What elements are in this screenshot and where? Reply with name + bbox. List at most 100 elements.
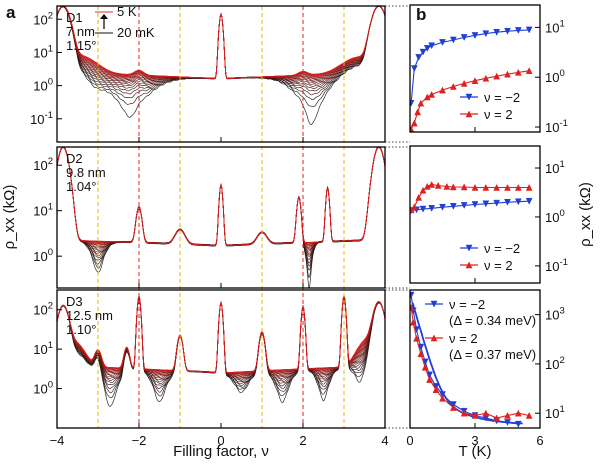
data-point xyxy=(471,183,479,191)
legend-label: ν = 2 xyxy=(449,331,478,346)
y-tick-label-b: 101 xyxy=(545,18,565,35)
legend-label: ν = −2 xyxy=(484,241,520,256)
data-point xyxy=(504,27,511,35)
panel-b-1-series xyxy=(410,180,533,215)
y-tick-label: 100 xyxy=(33,77,53,94)
x-tick-label-a: 0 xyxy=(217,433,224,448)
axes-frames xyxy=(56,4,541,429)
data-point xyxy=(514,183,522,191)
data-point xyxy=(514,27,522,34)
data-point xyxy=(419,186,427,194)
panel-b-2-series xyxy=(410,291,533,428)
legend-label: ν = −2 xyxy=(484,90,520,105)
data-point xyxy=(525,411,533,419)
legend-marker xyxy=(465,110,473,118)
y-tick-label-b: 102 xyxy=(545,355,565,372)
data-point xyxy=(514,198,522,206)
curve-D2-10 xyxy=(57,147,385,250)
frame-b-1 xyxy=(409,145,541,284)
data-point xyxy=(525,197,533,205)
data-point xyxy=(449,36,457,44)
panel-a-D1-curves xyxy=(57,6,385,125)
y-tick-label: 100 xyxy=(33,380,53,397)
frame-b-0 xyxy=(409,4,541,133)
curve-D2-17 xyxy=(57,147,385,246)
data-point xyxy=(471,411,479,419)
data-point xyxy=(426,376,433,383)
panel-a-D2-curves xyxy=(57,147,385,288)
data-point xyxy=(525,183,533,191)
y-tick-label-b: 101 xyxy=(545,404,565,421)
series-line xyxy=(410,307,530,419)
y-tick-label: 102 xyxy=(33,10,53,27)
curve-D2-19 xyxy=(57,147,385,246)
data-point xyxy=(525,67,533,74)
reference-lines xyxy=(97,6,345,428)
data-point xyxy=(504,419,511,426)
data-point xyxy=(482,200,490,208)
data-point xyxy=(417,99,425,107)
data-point xyxy=(414,108,421,116)
curve-D1-2 xyxy=(57,6,385,101)
data-point xyxy=(493,28,501,36)
legend-hot-label: 5 K xyxy=(117,4,137,19)
panel-a-D3-curves xyxy=(57,294,385,407)
data-point xyxy=(410,65,418,73)
data-point xyxy=(410,100,415,107)
data-point xyxy=(493,199,501,207)
data-point xyxy=(410,125,415,132)
x-tick-label-a: 4 xyxy=(381,433,388,448)
curve-D2-1 xyxy=(57,147,385,278)
data-point xyxy=(460,34,468,41)
data-point xyxy=(449,203,457,210)
y-tick-label: 100 xyxy=(33,247,53,264)
data-point xyxy=(443,182,451,190)
data-point xyxy=(415,54,423,61)
device-label-D1: 1.15° xyxy=(66,38,97,53)
legend-cold-label: 20 mK xyxy=(117,25,155,40)
legend-marker xyxy=(430,300,438,308)
data-point xyxy=(417,350,425,358)
curve-D2-14 xyxy=(57,147,385,247)
panel-label-b: b xyxy=(416,5,426,24)
device-label-D1: 7 nm xyxy=(66,24,95,39)
curve-D2-9 xyxy=(57,147,385,252)
legend-gap-label: (Δ = 0.34 meV) xyxy=(449,313,536,328)
device-label-D3: 12.5 nm xyxy=(66,308,113,323)
legend-label: ν = −2 xyxy=(449,297,485,312)
data-point xyxy=(428,180,436,188)
data-point xyxy=(432,386,440,393)
data-point xyxy=(482,183,490,191)
data-point xyxy=(514,409,522,417)
data-point xyxy=(419,48,427,56)
curve-D2-13 xyxy=(57,147,385,247)
curve-D2-15 xyxy=(57,147,385,246)
data-point xyxy=(504,411,511,419)
curve-D1-0 xyxy=(57,6,385,125)
data-point xyxy=(493,72,501,80)
curve-D2-6 xyxy=(57,147,385,257)
y-tick-label: 10-1 xyxy=(30,110,53,127)
curve-D2-0 xyxy=(57,147,385,288)
device-label-D3: D3 xyxy=(66,294,83,309)
data-point xyxy=(419,205,427,213)
legend-label: ν = 2 xyxy=(484,258,513,273)
y-axis-title-a: ρ_xx (kΩ) xyxy=(1,185,18,250)
y-tick-label-b: 100 xyxy=(545,208,565,225)
data-point xyxy=(504,183,511,191)
curve-D2-21 xyxy=(57,147,385,246)
legend-marker xyxy=(465,261,473,269)
data-point xyxy=(449,183,457,191)
data-point xyxy=(460,79,468,87)
data-point xyxy=(504,198,511,206)
series-line xyxy=(410,183,530,211)
data-point xyxy=(410,318,417,326)
data-point xyxy=(471,77,479,84)
y-tick-label-b: 101 xyxy=(545,159,565,176)
legend-marker xyxy=(430,334,438,342)
panel-label-a: a xyxy=(6,3,16,22)
curve-D3-21 xyxy=(57,294,385,373)
y-tick-label: 101 xyxy=(33,340,53,357)
x-axis-title-a: Filling factor, ν xyxy=(173,443,269,460)
curve-D2-11 xyxy=(57,147,385,250)
